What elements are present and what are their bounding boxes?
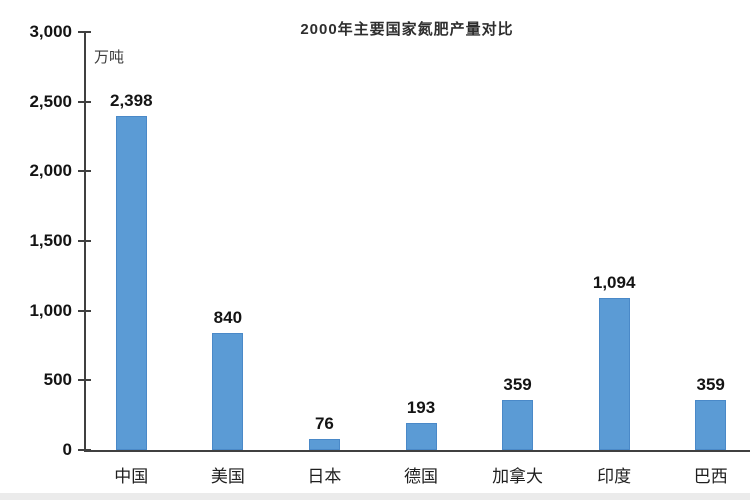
- category-label: 印度: [597, 467, 632, 486]
- category-label: 加拿大: [492, 467, 544, 486]
- bar-value-label: 359: [696, 375, 725, 394]
- y-tick-mark: [78, 240, 91, 242]
- y-tick-label: 500: [43, 370, 72, 390]
- category-label: 巴西: [693, 467, 728, 486]
- bottom-edge-strip: [0, 493, 750, 500]
- y-tick-label: 1,000: [29, 300, 72, 320]
- plot-area: 万吨 2,398 中国 840 美国 76 日本 193 德国 359 加拿大 1,094 印度 359…: [78, 31, 750, 486]
- y-axis-unit-label: 万吨: [94, 49, 125, 66]
- bar-value-label: 840: [213, 308, 243, 327]
- category-label: 中国: [114, 467, 149, 486]
- bar: [212, 333, 244, 450]
- y-tick-label: 2,500: [29, 91, 72, 111]
- bar: [598, 298, 630, 450]
- bar: [405, 423, 437, 450]
- bar: [308, 439, 340, 450]
- bar-value-label: 76: [314, 414, 334, 433]
- category-label: 美国: [210, 467, 245, 486]
- bar: [115, 116, 147, 450]
- y-tick-label: 1,500: [29, 231, 72, 250]
- bar-value-label: 2,398: [110, 91, 153, 110]
- y-tick-mark: [78, 379, 91, 382]
- bar-value-label: 1,094: [592, 273, 636, 292]
- y-tick-mark: [78, 170, 91, 173]
- y-tick-mark: [78, 449, 91, 451]
- y-tick-mark: [78, 100, 91, 103]
- bar-value-label: 193: [406, 398, 436, 417]
- y-tick-label: 0: [62, 440, 72, 459]
- y-axis-labels: 0 500 1,000 1,500 2,000 2,500 3,000: [0, 22, 72, 459]
- y-tick-mark: [78, 31, 91, 33]
- bar: [695, 400, 727, 450]
- category-label: 德国: [404, 467, 438, 486]
- y-tick-label: 2,000: [29, 161, 72, 181]
- chart-title: 2000年主要国家氮肥产量对比: [300, 21, 514, 38]
- y-tick-mark: [78, 309, 91, 312]
- bar: [502, 400, 534, 450]
- y-tick-label: 3,000: [29, 22, 72, 41]
- category-label: 日本: [307, 467, 342, 486]
- bar-value-label: 359: [503, 375, 532, 394]
